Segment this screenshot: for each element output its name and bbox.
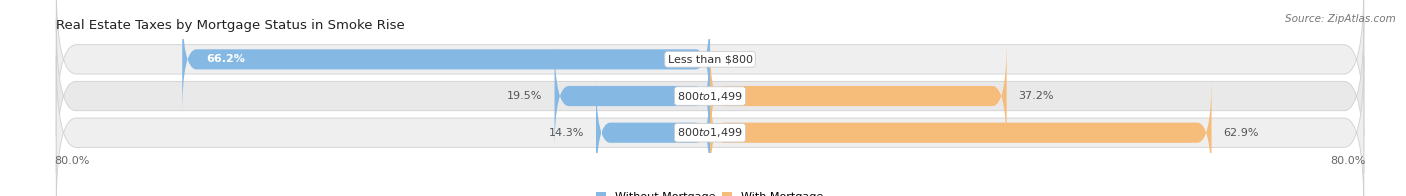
Text: $800 to $1,499: $800 to $1,499 [678,90,742,103]
Text: 66.2%: 66.2% [207,54,245,64]
Text: Real Estate Taxes by Mortgage Status in Smoke Rise: Real Estate Taxes by Mortgage Status in … [56,19,405,32]
Text: Less than $800: Less than $800 [668,54,752,64]
Text: 19.5%: 19.5% [508,91,543,101]
FancyBboxPatch shape [710,77,1212,189]
FancyBboxPatch shape [710,40,1007,152]
Text: $800 to $1,499: $800 to $1,499 [678,126,742,139]
Legend: Without Mortgage, With Mortgage: Without Mortgage, With Mortgage [592,188,828,196]
Text: Source: ZipAtlas.com: Source: ZipAtlas.com [1285,14,1396,24]
FancyBboxPatch shape [56,56,1364,196]
FancyBboxPatch shape [183,4,710,115]
Text: 37.2%: 37.2% [1018,91,1054,101]
Text: 62.9%: 62.9% [1223,128,1258,138]
FancyBboxPatch shape [554,40,710,152]
FancyBboxPatch shape [596,77,710,189]
FancyBboxPatch shape [56,19,1364,173]
FancyBboxPatch shape [56,0,1364,136]
Text: 0.0%: 0.0% [723,54,751,64]
Text: 14.3%: 14.3% [548,128,583,138]
